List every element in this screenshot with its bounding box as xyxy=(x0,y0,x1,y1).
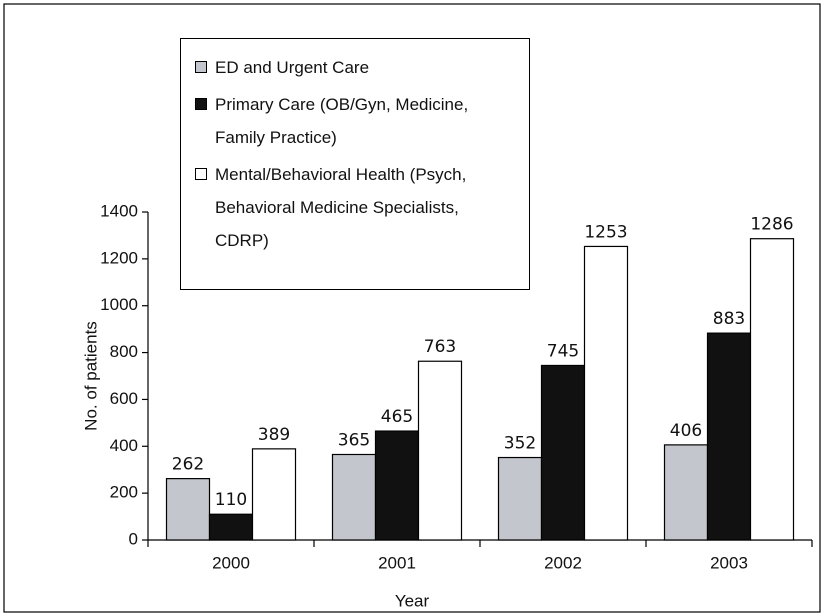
x-tick-label: 2000 xyxy=(212,553,250,572)
bar xyxy=(663,444,709,541)
bar xyxy=(583,245,629,541)
y-tick-label: 400 xyxy=(110,436,138,455)
legend-item: Primary Care (OB/Gyn, Medicine, Family P… xyxy=(195,88,517,154)
data-label: 763 xyxy=(424,337,456,357)
data-label: 1253 xyxy=(584,222,627,242)
data-label: 262 xyxy=(172,455,204,475)
bar xyxy=(497,456,543,541)
legend-swatch xyxy=(195,98,207,110)
frame xyxy=(3,3,821,613)
data-label: 110 xyxy=(215,490,247,510)
bar xyxy=(540,364,586,541)
bar xyxy=(706,332,752,541)
bar xyxy=(165,478,211,541)
data-label: 365 xyxy=(338,430,370,450)
data-label: 389 xyxy=(258,425,290,445)
y-tick-label: 600 xyxy=(110,389,138,408)
bar xyxy=(331,453,377,541)
data-label: 1286 xyxy=(750,215,793,235)
data-label: 352 xyxy=(504,434,536,454)
bar xyxy=(749,238,795,541)
legend-label: ED and Urgent Care xyxy=(215,58,370,77)
legend: ED and Urgent Care Primary Care (OB/Gyn, … xyxy=(180,38,530,290)
data-label: 406 xyxy=(670,421,702,441)
legend-item: ED and Urgent Care xyxy=(195,51,517,84)
y-tick-label: 1200 xyxy=(100,248,138,267)
bar xyxy=(208,513,254,541)
y-tick-label: 800 xyxy=(110,342,138,361)
bar xyxy=(417,360,463,541)
data-label: 745 xyxy=(547,341,579,361)
y-tick-label: 1400 xyxy=(100,201,138,220)
x-tick-label: 2002 xyxy=(544,553,582,572)
x-axis-label: Year xyxy=(395,591,430,610)
data-label: 465 xyxy=(381,407,413,427)
legend-label: Primary Care (OB/Gyn, Medicine, Family P… xyxy=(215,95,469,147)
x-tick-label: 2001 xyxy=(378,553,416,572)
legend-item: Mental/Behavioral Health (Psych, Behavio… xyxy=(195,158,517,257)
legend-label: Mental/Behavioral Health (Psych, Behavio… xyxy=(215,165,467,250)
x-tick-label: 2003 xyxy=(710,553,748,572)
y-tick-label: 1000 xyxy=(100,295,138,314)
bar xyxy=(374,430,420,541)
bar xyxy=(251,448,297,541)
y-tick-label: 200 xyxy=(110,483,138,502)
y-tick-label: 0 xyxy=(129,529,138,548)
legend-swatch xyxy=(195,168,207,180)
legend-swatch xyxy=(195,61,207,73)
data-label: 883 xyxy=(713,309,745,329)
y-axis-label: No. of patients xyxy=(81,321,100,431)
